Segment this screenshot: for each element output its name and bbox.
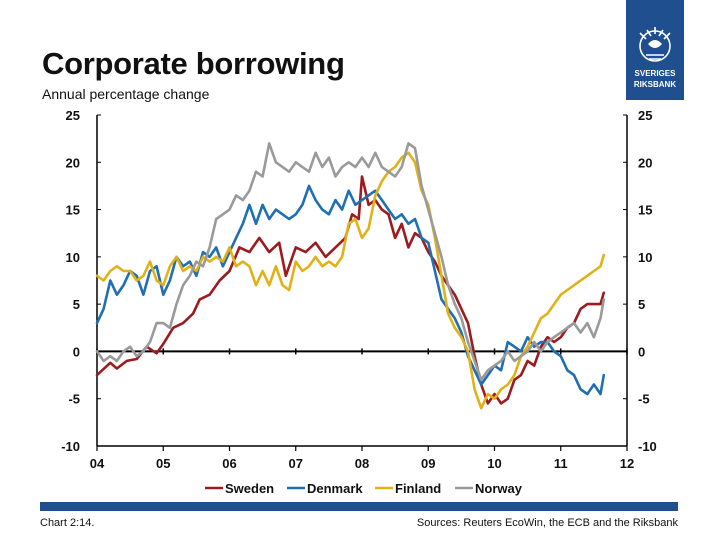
y-tick-label-left: 20: [66, 155, 80, 170]
y-tick-label-right: 10: [638, 250, 652, 265]
x-tick-label: 12: [620, 456, 634, 471]
y-tick-label-left: -10: [61, 439, 80, 454]
series-line-norway: [95, 142, 606, 382]
y-tick-label-left: 5: [73, 297, 80, 312]
y-tick-label-right: 5: [638, 297, 645, 312]
x-tick-label: 05: [156, 456, 170, 471]
x-tick-label: 04: [90, 456, 105, 471]
y-tick-label-left: 25: [66, 108, 80, 123]
riksbank-crest-icon: SVERIGES RIKSBANK: [634, 27, 677, 89]
legend: Sweden Denmark Finland Norway: [205, 481, 523, 496]
x-tick-label: 09: [421, 456, 435, 471]
logo-text-line2: RIKSBANK: [634, 80, 676, 89]
y-tick-label-right: -5: [638, 392, 650, 407]
logo-text-line1: SVERIGES: [635, 69, 677, 78]
chart-number: Chart 2:14.: [40, 517, 95, 529]
axis-lines: [96, 115, 628, 447]
x-axis: 04 05 06 07 08 09 10 11 12: [90, 348, 634, 471]
y-tick-label-right: -10: [638, 439, 657, 454]
series-lines: [95, 142, 606, 410]
y-tick-label-left: 0: [73, 344, 80, 359]
y-tick-label-right: 15: [638, 203, 652, 218]
y-tick-label-right: 20: [638, 155, 652, 170]
series-line-finland: [95, 151, 606, 410]
sources-note: Sources: Reuters EcoWin, the ECB and the…: [416, 517, 678, 529]
y-tick-label-right: 25: [638, 108, 652, 123]
y-axis-left: 25 20 15 10 5 0 -5 -10: [61, 108, 101, 454]
x-tick-label: 07: [289, 456, 303, 471]
series-line-denmark: [95, 184, 606, 396]
y-tick-label-right: 0: [638, 344, 645, 359]
page-title: Corporate borrowing: [42, 46, 345, 81]
line-chart: 25 20 15 10 5 0 -5 -10 25 20 15 10 5 0 -5 -10 04 05 06 07…: [61, 108, 657, 496]
legend-label-denmark: Denmark: [307, 481, 363, 496]
legend-label-norway: Norway: [475, 481, 523, 496]
y-tick-label-left: 10: [66, 250, 80, 265]
y-tick-label-left: -5: [68, 392, 80, 407]
x-tick-label: 10: [487, 456, 501, 471]
y-axis-right: 25 20 15 10 5 0 -5 -10: [623, 108, 657, 454]
footer-bar: [40, 502, 678, 511]
page-subtitle: Annual percentage change: [42, 86, 210, 102]
legend-label-sweden: Sweden: [225, 481, 274, 496]
legend-label-finland: Finland: [395, 481, 441, 496]
riksbank-logo: SVERIGES RIKSBANK: [626, 0, 684, 100]
x-tick-label: 11: [554, 456, 568, 471]
y-tick-label-left: 15: [66, 203, 80, 218]
x-tick-label: 08: [355, 456, 369, 471]
series-line-sweden: [95, 175, 606, 405]
x-tick-label: 06: [222, 456, 236, 471]
